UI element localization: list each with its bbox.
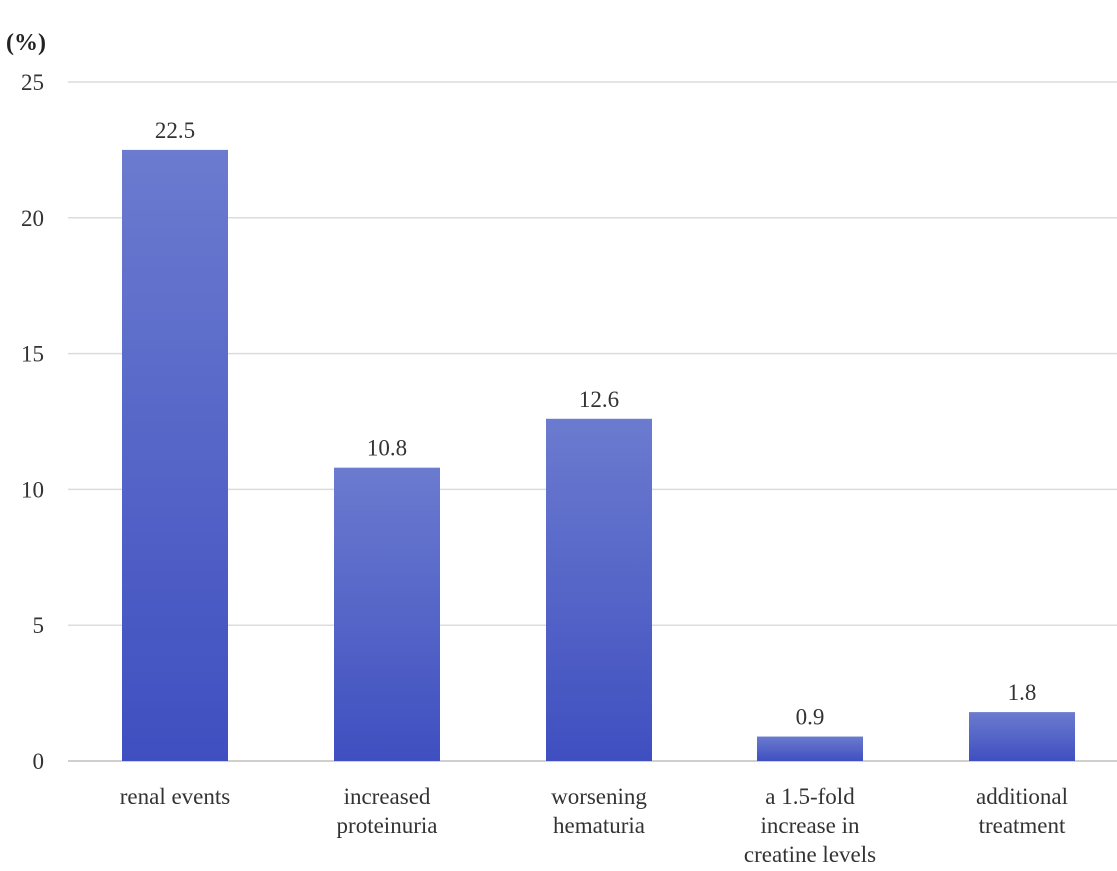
x-tick-label-line: increase in — [761, 813, 860, 838]
bar-value-label: 0.9 — [796, 705, 825, 730]
y-tick-label: 0 — [33, 749, 45, 774]
x-tick-label: a 1.5-fold increase in creatine levels — [744, 784, 876, 867]
x-tick-label-line: creatine levels — [744, 842, 876, 867]
x-tick-label-line: treatment — [979, 813, 1066, 838]
x-tick-label: worsening hematuria — [551, 784, 647, 838]
x-tick-label-line: increased — [344, 784, 431, 809]
x-tick-label-line: a 1.5-fold — [765, 784, 855, 809]
bar — [969, 712, 1075, 761]
bar — [334, 467, 440, 761]
bar-value-label: 10.8 — [367, 436, 407, 461]
bar-value-label: 1.8 — [1008, 680, 1037, 705]
x-tick-label-line: additional — [976, 784, 1068, 809]
y-tick-label: 20 — [21, 206, 44, 231]
y-tick-label: 5 — [33, 613, 45, 638]
x-tick-label-line: renal events — [120, 784, 231, 809]
bar — [757, 736, 863, 761]
y-tick-label: 25 — [21, 70, 44, 95]
y-axis-unit-label: (%) — [6, 30, 46, 56]
data-labels: 22.5 10.8 12.6 0.9 1.8 — [155, 118, 1037, 730]
bar — [546, 418, 652, 761]
x-tick-label-line: worsening — [551, 784, 647, 809]
x-tick-label: renal events — [120, 784, 231, 809]
bars — [122, 149, 1075, 761]
bar-value-label: 22.5 — [155, 118, 195, 143]
y-axis-ticks: 0 5 10 15 20 25 — [21, 70, 44, 774]
x-tick-label: additional treatment — [976, 784, 1068, 838]
x-tick-label-line: proteinuria — [337, 813, 438, 838]
x-tick-label-line: hematuria — [553, 813, 645, 838]
x-tick-label: increased proteinuria — [337, 784, 438, 838]
y-tick-label: 10 — [21, 477, 44, 502]
bar — [122, 149, 228, 761]
y-tick-label: 15 — [21, 342, 44, 367]
bar-value-label: 12.6 — [579, 387, 619, 412]
x-axis-ticks: renal events increased proteinuria worsenin… — [120, 784, 1068, 867]
